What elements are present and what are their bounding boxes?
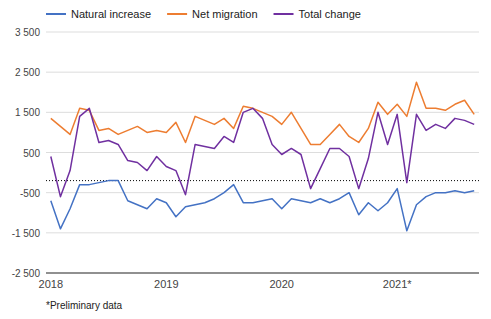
x-tick-label: 2021* [383, 278, 412, 290]
legend-label: Net migration [192, 8, 257, 20]
legend-label: Total change [299, 8, 361, 20]
y-tick-label: 3 500 [15, 27, 40, 38]
chart: -2 500 -1 500 -500 500 1 500 2 500 3 500 2018 20… [0, 0, 491, 319]
legend-swatch [46, 13, 66, 15]
y-tick-label: -1 500 [12, 228, 41, 239]
legend-swatch [167, 13, 187, 15]
x-tick-label: 2018 [39, 278, 63, 290]
y-tick-label: 2 500 [15, 67, 40, 78]
grid-line [46, 32, 479, 33]
series-line [51, 181, 474, 231]
y-tick-label: -500 [20, 188, 40, 199]
series-line [51, 108, 474, 196]
footnote: *Preliminary data [46, 300, 123, 311]
legend-swatch [274, 13, 294, 15]
legend-label: Natural increase [71, 8, 151, 20]
grid [46, 32, 479, 273]
grid-line [46, 152, 479, 153]
grid-line [46, 72, 479, 73]
grid-line [46, 232, 479, 233]
series-line [51, 82, 474, 144]
grid-line [46, 273, 479, 274]
y-tick-label: 1 500 [15, 107, 40, 118]
x-axis-line [46, 273, 479, 274]
plot-area [46, 82, 479, 231]
x-tick-label: 2019 [154, 278, 178, 290]
x-tick-label: 2020 [270, 278, 294, 290]
grid-line [46, 192, 479, 193]
y-tick-label: -2 500 [12, 268, 41, 279]
legend: Natural increase Net migration Total chang… [46, 8, 361, 20]
y-tick-label: 500 [23, 148, 40, 159]
